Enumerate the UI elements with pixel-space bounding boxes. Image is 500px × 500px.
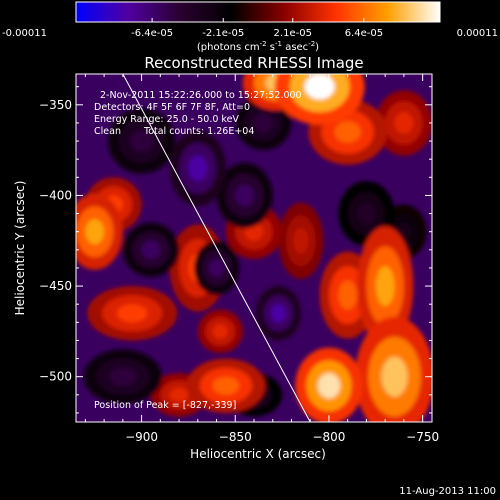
emission-source-core [304, 74, 335, 100]
colorbar-units: (photons cm-2 s-1 asec-2) [197, 40, 319, 53]
emission-source-core [212, 376, 240, 395]
emission-source-core [334, 121, 361, 143]
colorbar-ticks: -0.00011 -6.4e-05 -2.1e-05 2.1e-05 6.4e-05 0.… [2, 18, 498, 39]
emission-source-core [85, 219, 105, 245]
x-tick-label: −750 [406, 430, 439, 444]
negative-source-core [253, 113, 273, 132]
clean-label: Clean [94, 126, 121, 137]
footer-timestamp: 11-Aug-2013 11:00 [399, 486, 496, 497]
negative-source-core [109, 367, 136, 386]
emission-source-core [394, 112, 414, 134]
y-tick-label: −500 [39, 370, 72, 384]
y-axis-label: Heliocentric Y (arcsec) [13, 181, 27, 316]
y-axis-ticks: −350 −400 −450 −500 [39, 86, 432, 414]
colorbar-tick-label: 0.00011 [457, 28, 498, 39]
emission-source-core [117, 304, 148, 323]
y-tick-label: −350 [39, 98, 72, 112]
negative-source-core [270, 304, 286, 323]
date-range-label: 2-Nov-2011 15:22:26.000 to 15:27:52.000 [100, 90, 302, 101]
total-counts-label: Total counts: 1.26E+04 [143, 126, 254, 137]
emission-source-core [293, 228, 309, 254]
chart-title: Reconstructed RHESSI Image [144, 54, 363, 72]
energy-range-label: Energy Range: 25.0 - 50.0 keV [94, 114, 239, 125]
negative-source-core [141, 240, 161, 259]
peak-position-label: Position of Peak = [-827,-339] [94, 400, 236, 411]
negative-source-core [209, 258, 225, 277]
y-tick-label: −400 [39, 188, 72, 202]
colorbar-tick-label: -0.00011 [2, 28, 47, 39]
y-tick-label: −450 [39, 279, 72, 293]
x-tick-label: −800 [312, 430, 345, 444]
emission-source-core [375, 266, 395, 306]
negative-source-core [130, 130, 153, 152]
colorbar-tick-label: -2.1e-05 [202, 28, 244, 39]
x-tick-label: −900 [125, 430, 158, 444]
solar-limb-line [122, 74, 311, 422]
negative-source-core [357, 202, 376, 225]
colorbar-tick-label: 6.4e-05 [345, 28, 383, 39]
negative-source-core [235, 184, 254, 207]
emission-source-core [338, 280, 358, 310]
negative-source-core [188, 155, 208, 181]
emission-source-core [212, 324, 228, 339]
colorbar-strip [75, 1, 441, 23]
detectors-label: Detectors: 4F 5F 6F 7F 8F, Att=0 [94, 102, 250, 113]
colorbar-tick-label: 2.1e-05 [274, 28, 312, 39]
x-axis-label: Heliocentric X (arcsec) [190, 447, 326, 461]
heatmap-sources [76, 74, 432, 422]
emission-source-core [169, 387, 189, 403]
x-tick-label: −850 [219, 430, 252, 444]
emission-source-core [381, 356, 408, 397]
emission-source-core [317, 373, 341, 399]
x-axis-ticks: −900 −850 −800 −750 [84, 74, 439, 444]
plot-annotations: 2-Nov-2011 15:22:26.000 to 15:27:52.000 … [94, 90, 302, 411]
colorbar: -0.00011 -6.4e-05 -2.1e-05 2.1e-05 6.4e-05 0.… [2, 1, 498, 53]
colorbar-tick-label: -6.4e-05 [131, 28, 173, 39]
